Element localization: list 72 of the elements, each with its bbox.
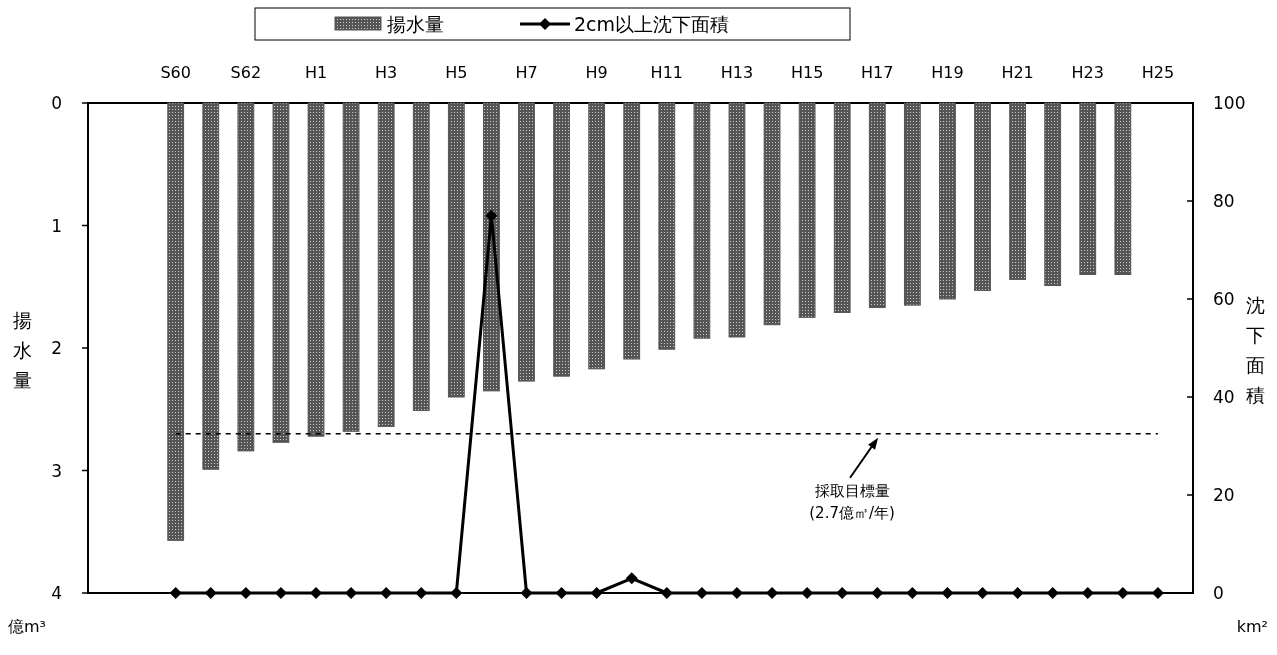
bar [658,102,676,350]
y-tick-label: 3 [51,460,62,481]
point [590,587,603,599]
bar [518,102,535,382]
point [450,587,463,599]
annotation: 採取目標量 (2.7億㎥/年) [809,481,895,522]
x-tick-label: H15 [790,63,824,82]
bar [693,102,711,339]
point [169,587,182,599]
bar [868,102,886,309]
x-tick-label: H23 [1071,63,1104,82]
point [871,587,884,599]
bar [1114,102,1132,275]
x-tick-label: S60 [160,63,191,82]
bar [798,102,816,318]
bar [903,102,921,306]
bar [1079,102,1097,275]
y2-axis-title: 沈下面積 [1245,294,1265,406]
bar [272,102,290,443]
bar [623,102,641,360]
y2-tick-label: 0 [1213,583,1224,603]
legend-label: 揚水量 [387,13,444,35]
x-tick-label: H3 [375,63,398,82]
point [1011,587,1024,599]
y-tick-label: 2 [51,338,62,358]
bar [588,102,606,370]
point [625,572,638,585]
point [520,587,533,599]
y-tick-label: 0 [51,93,62,113]
x-tick-label: H1 [304,63,328,82]
x-tick-label: H19 [931,63,964,82]
text: km² [1236,617,1268,636]
bar [1044,102,1062,287]
y2-tick-label: 20 [1213,485,1235,505]
x-tick-label: H25 [1141,63,1175,82]
bar [447,102,465,398]
y2-tick-label: 80 [1213,191,1235,211]
x-tick-label: H17 [861,63,894,82]
point [976,587,989,599]
bar [1009,102,1026,280]
point [555,587,568,599]
x-tick-label: H7 [515,63,538,82]
point [1046,587,1059,599]
legend-label: 2cm以上沈下面積 [574,13,730,35]
y2-tick-label: 100 [1213,93,1246,113]
y2-tick-label: 40 [1213,387,1235,407]
bar [833,102,851,313]
bar [202,102,220,470]
x-tick-label: H13 [720,63,754,82]
x-tick-label: H11 [650,63,683,82]
bar [237,102,255,452]
bar [307,102,325,437]
x-tick-label: H9 [585,63,608,82]
x-tick-label: H21 [1001,63,1034,82]
text: 億m³ [8,617,46,636]
x-tick-label: H5 [445,63,468,82]
point [941,587,954,599]
bar [342,102,360,432]
bar [553,102,570,377]
bar [939,102,956,300]
y-tick-label: 1 [51,215,62,236]
bar [377,102,395,427]
y-axis-title: 揚水量 [12,309,32,391]
bar [167,102,185,541]
bar [728,102,746,338]
y2-tick-label: 60 [1213,289,1235,309]
bar [412,102,430,411]
bar [763,102,781,326]
x-tick-label: S62 [230,63,262,82]
bar [974,102,991,291]
point [906,587,919,599]
y-tick-label: 4 [51,583,62,603]
